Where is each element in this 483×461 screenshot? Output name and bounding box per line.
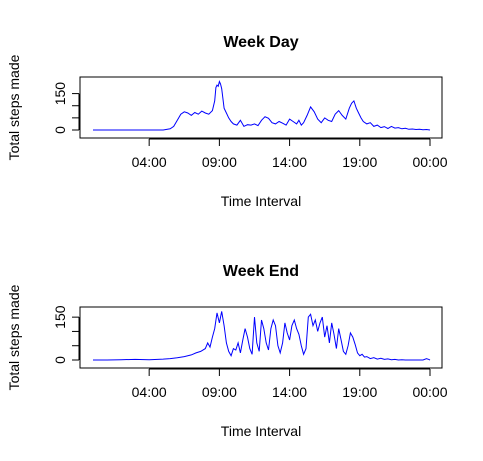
weekday-panel: Week Day 0 150 04:00 09:00 14:00 19:00 00:00 Tim… <box>6 34 448 209</box>
x-tick-label: 14:00 <box>272 384 307 400</box>
series-line <box>93 79 431 131</box>
y-tick-label: 150 <box>52 305 68 329</box>
x-axis-label: Time Interval <box>221 193 301 209</box>
y-tick-label: 150 <box>52 82 68 106</box>
x-tick-label: 04:00 <box>132 384 167 400</box>
y-axis-label: Total steps made <box>6 54 22 160</box>
x-tick-label: 00:00 <box>412 384 447 400</box>
x-tick-label: 00:00 <box>412 154 447 170</box>
x-tick-label: 09:00 <box>202 154 237 170</box>
series-line <box>93 311 431 361</box>
y-tick-label: 0 <box>52 126 68 134</box>
weekend-panel: Week End 0 150 04:00 09:00 14:00 19:00 00:00 Tim… <box>6 263 448 439</box>
y-tick-label: 0 <box>52 356 68 364</box>
plot-frame <box>79 306 443 369</box>
x-tick-label: 14:00 <box>272 154 307 170</box>
chart-title: Week End <box>223 263 299 280</box>
y-axis-label: Total steps made <box>6 284 22 390</box>
plot-frame <box>79 76 443 139</box>
x-tick-label: 19:00 <box>342 154 377 170</box>
x-axis-label: Time Interval <box>221 423 301 439</box>
chart-title: Week Day <box>223 34 298 51</box>
x-tick-label: 04:00 <box>132 154 167 170</box>
x-tick-label: 09:00 <box>202 384 237 400</box>
x-tick-label: 19:00 <box>342 384 377 400</box>
